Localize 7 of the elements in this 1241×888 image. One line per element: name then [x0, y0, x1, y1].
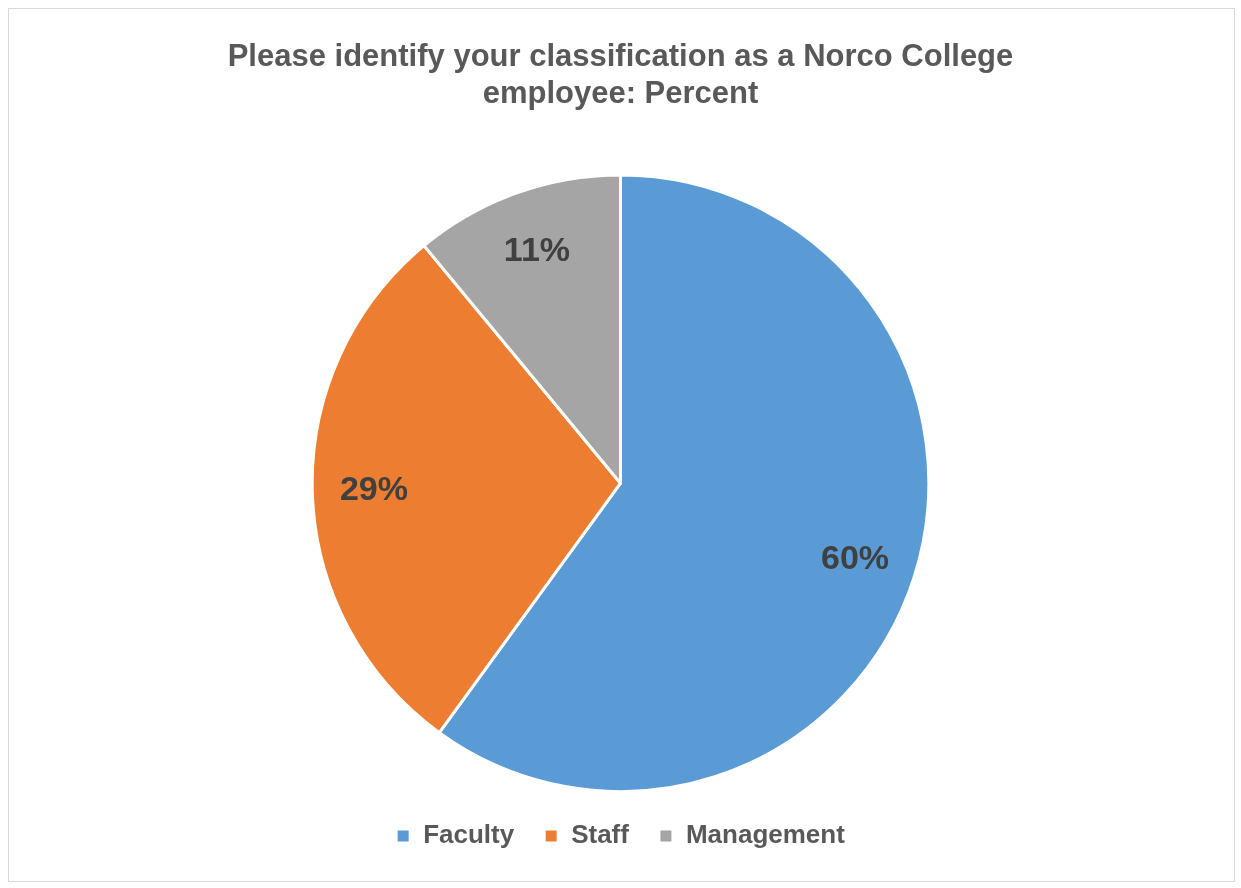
data-label: 29% — [339, 469, 409, 508]
chart-title: Please identify your classification as a Norco College employee: Percent — [227, 38, 1014, 111]
data-label: 11% — [503, 229, 571, 268]
legend-label: Staff — [571, 819, 630, 850]
legend-label: Faculty — [423, 819, 515, 850]
legend-label: Management — [685, 819, 846, 850]
data-label: 60% — [821, 537, 890, 576]
